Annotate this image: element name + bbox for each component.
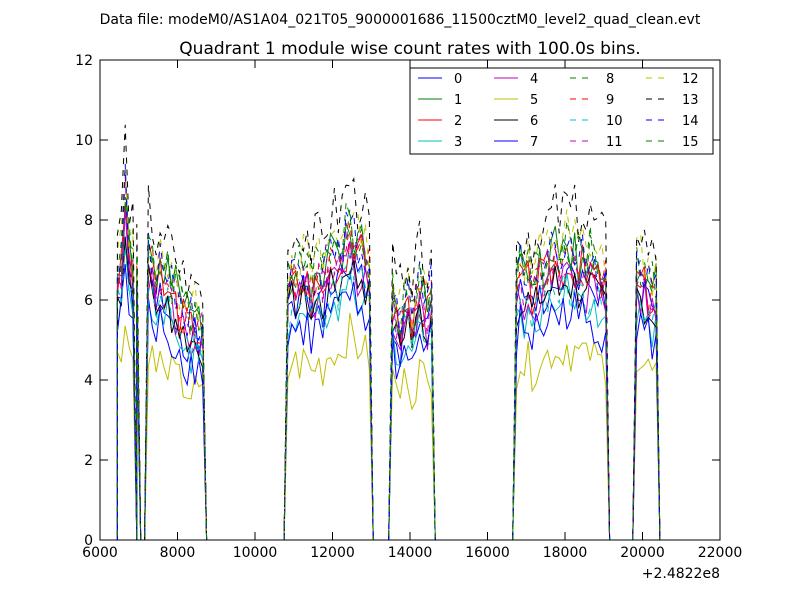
y-tick-label: 8: [84, 213, 93, 229]
legend-label-15: 15: [682, 135, 699, 150]
plot-frame: [99, 59, 721, 541]
legend-box: [409, 67, 714, 155]
series-line-14: [109, 163, 661, 541]
legend-label-8: 8: [606, 72, 614, 87]
x-tick-label: 8000: [160, 545, 196, 561]
legend-label-11: 11: [606, 135, 623, 150]
legend-label-7: 7: [530, 135, 538, 150]
legend-label-13: 13: [682, 93, 699, 108]
series-line-13: [109, 124, 661, 541]
legend-label-0: 0: [454, 72, 462, 87]
legend-label-12: 12: [682, 72, 699, 87]
x-tick-labels: 6000 8000 10000 12000 14000 16000 18000 20000 22…: [82, 545, 742, 561]
x-tick-label: 16000: [465, 545, 510, 561]
legend-label-2: 2: [454, 114, 462, 129]
y-tick-label: 10: [75, 133, 93, 149]
x-tick-label: 10000: [233, 545, 278, 561]
legend-label-4: 4: [530, 72, 538, 87]
chart-title: Quadrant 1 module wise count rates with …: [179, 39, 640, 59]
x-offset-label: +2.4822e8: [642, 566, 720, 582]
y-tick-label: 2: [84, 453, 93, 469]
legend-label-1: 1: [454, 93, 462, 108]
y-tick-labels: 0 2 4 6 8 10 12: [75, 53, 93, 549]
legend-label-9: 9: [606, 93, 614, 108]
x-tick-label: 14000: [388, 545, 433, 561]
legend-label-3: 3: [454, 135, 462, 150]
x-tick-label: 18000: [543, 545, 588, 561]
legend-label-5: 5: [530, 93, 538, 108]
x-tick-label: 12000: [310, 545, 355, 561]
y-tick-label: 0: [84, 533, 93, 549]
x-tick-label: 6000: [82, 545, 118, 561]
x-tick-label: 20000: [620, 545, 665, 561]
x-tick-label: 22000: [698, 545, 743, 561]
legend-label-6: 6: [530, 114, 538, 129]
figure-suptitle: Data file: modeM0/AS1A04_021T05_90000016…: [100, 12, 701, 28]
y-tick-label: 4: [84, 373, 93, 389]
legend-label-10: 10: [606, 114, 623, 129]
y-tick-label: 6: [84, 293, 93, 309]
y-tick-label: 12: [75, 53, 93, 69]
legend-label-14: 14: [682, 114, 699, 129]
